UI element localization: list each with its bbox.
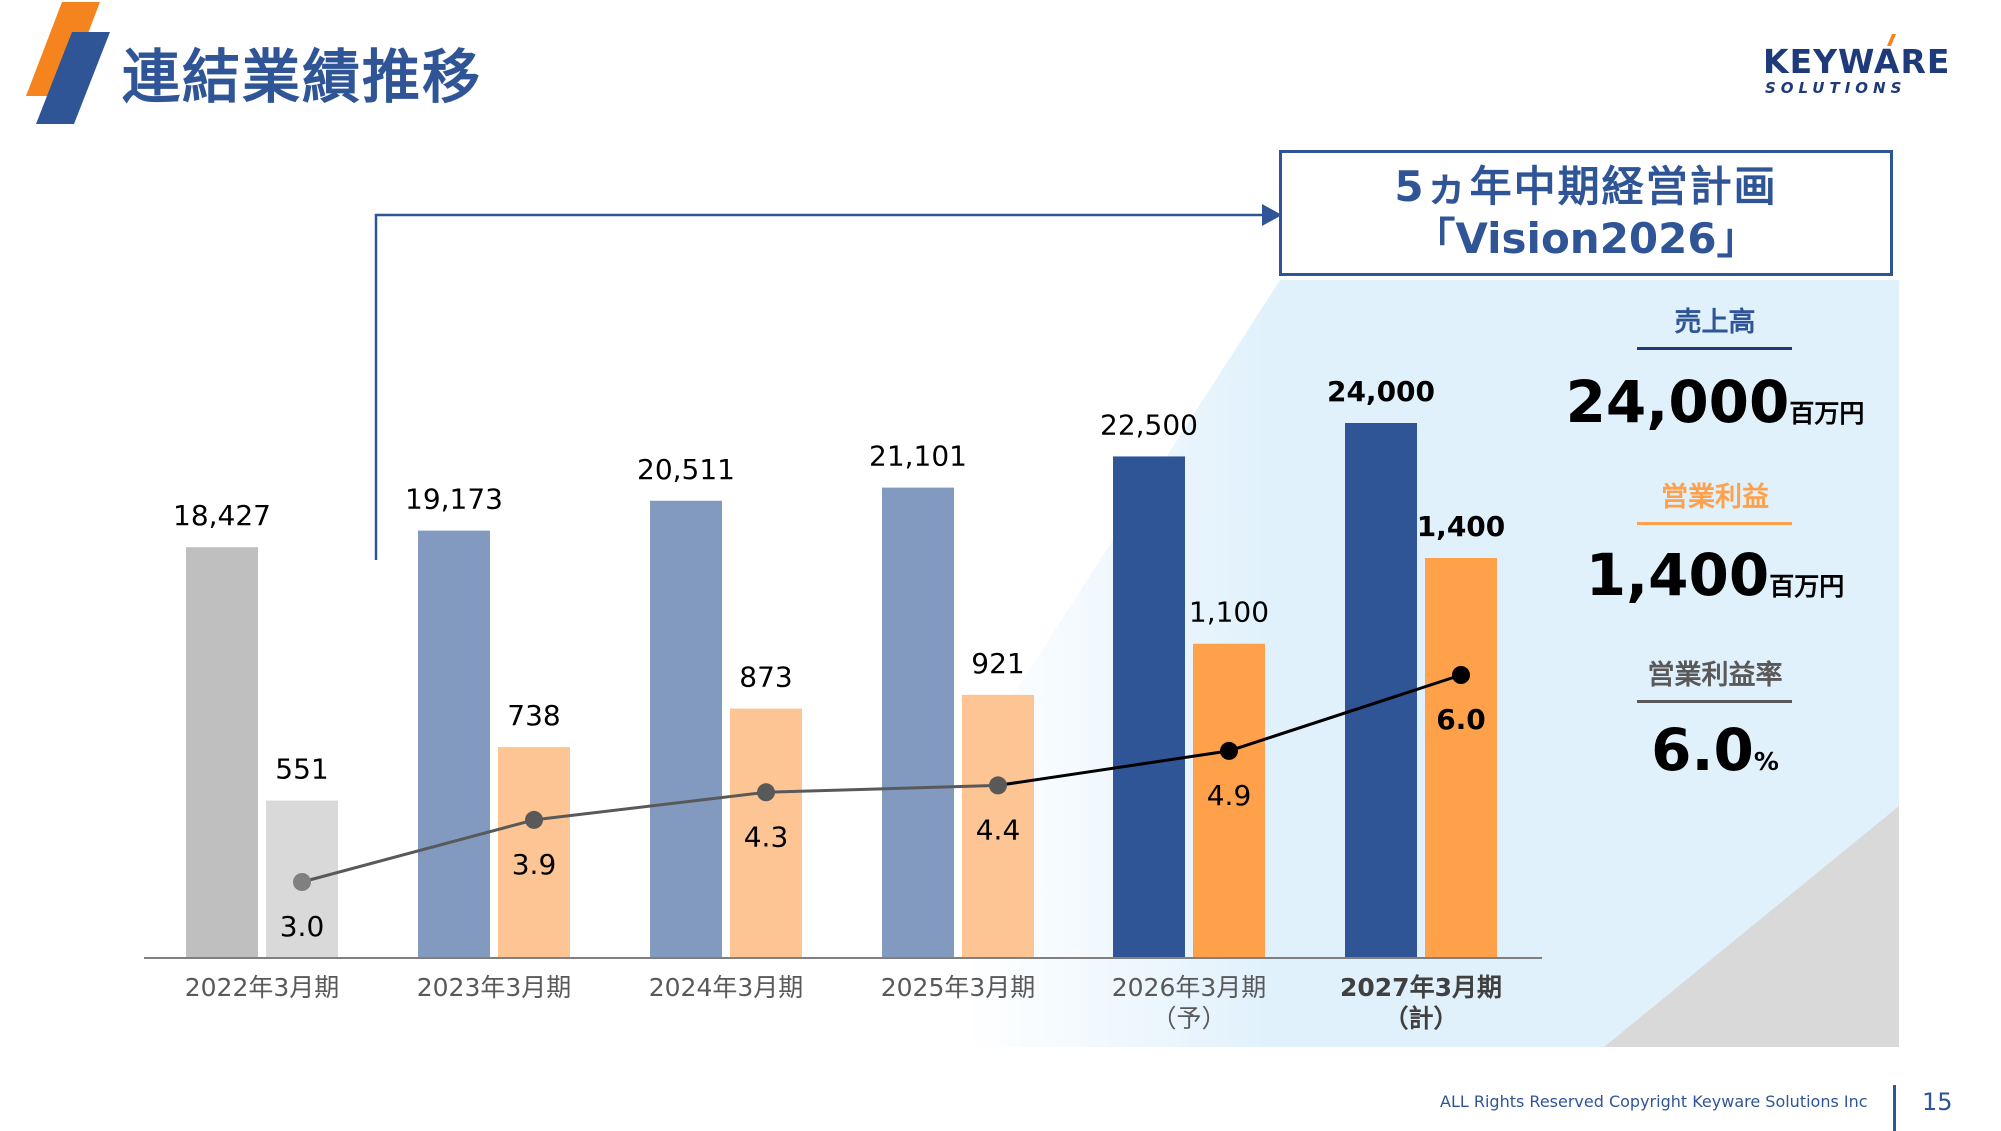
margin-data-label: 6.0 (1436, 703, 1486, 736)
category-label: 2026年3月期 (1112, 973, 1267, 1002)
margin-point (757, 783, 775, 802)
sales-bar (882, 487, 954, 958)
corner-triangle (1604, 806, 1899, 1047)
category-label: 2027年3月期 (1340, 973, 1502, 1002)
kpi-op-rule (1637, 522, 1792, 525)
kpi-sales-rule (1637, 347, 1792, 350)
footer-divider (1893, 1085, 1896, 1131)
vision-box-subtitle: 「Vision2026」 (1413, 214, 1759, 263)
operating-profit-data-label: 1,100 (1189, 596, 1269, 629)
operating-profit-data-label: 921 (971, 647, 1024, 680)
operating-profit-data-label: 551 (275, 753, 328, 786)
sales-data-label: 22,500 (1100, 408, 1198, 441)
margin-point (525, 810, 543, 829)
margin-data-label: 4.9 (1207, 779, 1252, 812)
margin-line-segment (1228, 673, 1462, 753)
footer-copyright: ALL Rights Reserved Copyright Keyware So… (1440, 1092, 1868, 1111)
arrowhead-icon (1262, 204, 1282, 226)
operating-profit-bar (1425, 558, 1497, 958)
margin-data-label: 3.9 (512, 848, 557, 881)
kpi-op-number: 1,400 (1585, 541, 1770, 609)
margin-line-segment (765, 783, 999, 794)
margin-point (1220, 741, 1238, 760)
kpi-margin-label: 営業利益率 (1647, 660, 1783, 691)
category-sublabel: （予） (1151, 1004, 1226, 1033)
margin-line-segment (533, 790, 767, 822)
kpi-sales-number: 24,000 (1565, 368, 1790, 436)
sales-data-label: 21,101 (869, 440, 967, 473)
margin-data-label: 4.4 (976, 813, 1021, 846)
sales-bar (1113, 456, 1185, 958)
category-label: 2025年3月期 (881, 973, 1036, 1002)
operating-profit-bar (1193, 643, 1265, 958)
category-label: 2022年3月期 (185, 973, 340, 1002)
kpi-op-value: 1,400百万円 (1565, 541, 1865, 609)
margin-line-segment (997, 749, 1230, 787)
category-label: 2023年3月期 (417, 973, 572, 1002)
margin-point (293, 873, 311, 891)
logo-accent-icon (1887, 34, 1896, 46)
page-title: 連結業績推移 (122, 43, 483, 111)
operating-profit-data-label: 1,400 (1417, 510, 1506, 543)
kpi-margin-rule (1637, 700, 1792, 703)
category-label: 2024年3月期 (649, 973, 804, 1002)
kpi-op-unit: 百万円 (1769, 572, 1845, 601)
vision-2026-box: 5ヵ年中期経営計画 「Vision2026」 (1279, 150, 1893, 276)
sales-bar (418, 530, 490, 958)
sales-data-label: 19,173 (405, 483, 503, 516)
kpi-sales-label: 売上高 (1674, 307, 1756, 338)
kpi-margin-number: 6.0 (1651, 716, 1754, 784)
kpi-sales-value: 24,000百万円 (1565, 368, 1865, 436)
sales-bar (650, 500, 722, 958)
category-sublabel: （計） (1383, 1004, 1458, 1033)
title-accent-icon (26, 2, 110, 124)
sales-bar (1345, 423, 1417, 958)
logo-wordmark: KEYWARE (1763, 42, 1951, 81)
company-logo: KEYWARE SOLUTIONS (1760, 34, 1975, 104)
margin-point (989, 776, 1007, 795)
sales-bar (186, 547, 258, 958)
operating-profit-bar (498, 747, 570, 958)
page-number: 15 (1922, 1088, 1953, 1116)
vision-box-title: 5ヵ年中期経営計画 (1394, 162, 1778, 211)
operating-profit-bar (962, 694, 1034, 958)
sales-data-label: 24,000 (1327, 375, 1435, 408)
kpi-margin-unit: % (1753, 747, 1779, 776)
margin-data-label: 3.0 (280, 910, 325, 943)
logo-tagline: SOLUTIONS (1765, 79, 1907, 97)
margin-line-segment (301, 818, 535, 884)
kpi-margin-value: 6.0% (1565, 716, 1865, 784)
margin-data-label: 4.3 (744, 820, 789, 853)
sales-data-label: 18,427 (173, 499, 271, 532)
margin-point (1452, 666, 1470, 684)
sales-data-label: 20,511 (637, 453, 735, 486)
operating-profit-bar (730, 708, 802, 958)
operating-profit-data-label: 873 (739, 661, 792, 694)
kpi-op-label: 営業利益 (1661, 482, 1769, 513)
kpi-sales-unit: 百万円 (1789, 399, 1865, 428)
operating-profit-data-label: 738 (507, 699, 560, 732)
